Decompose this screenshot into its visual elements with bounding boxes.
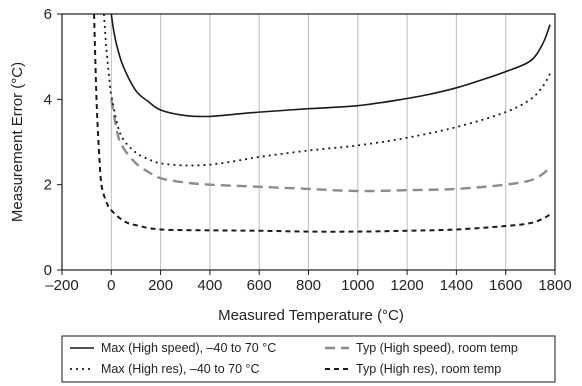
y-tick-label: 0	[44, 262, 52, 279]
y-tick-label: 2	[44, 177, 52, 194]
x-tick-label: 1200	[390, 277, 423, 294]
x-tick-label: –200	[45, 277, 78, 294]
legend-label: Typ (High res), room temp	[356, 362, 501, 376]
series-line-3	[103, 14, 551, 167]
legend-entry: Max (High res), –40 to 70 °C	[70, 362, 260, 376]
y-tick-label: 6	[44, 6, 52, 23]
legend-entry: Max (High speed), –40 to 70 °C	[70, 341, 276, 355]
x-tick-label: 1400	[440, 277, 473, 294]
y-axis-title: Measurement Error (°C)	[9, 62, 26, 222]
series-lines	[93, 14, 551, 233]
x-tick-label: 800	[296, 277, 321, 294]
legend-entry: Typ (High res), room temp	[325, 362, 501, 376]
x-tick-label: 1000	[341, 277, 374, 294]
x-tick-label: 400	[197, 277, 222, 294]
legend-frame	[61, 335, 556, 383]
grid	[110, 14, 507, 270]
series-line-2	[110, 99, 551, 193]
series-line-4	[93, 14, 551, 233]
x-tick-label: 600	[247, 277, 272, 294]
legend: Max (High speed), –40 to 70 °C Typ (High …	[61, 335, 556, 383]
legend-label: Typ (High speed), room temp	[356, 341, 518, 355]
legend-label: Max (High speed), –40 to 70 °C	[101, 341, 276, 355]
x-tick-label: 1800	[538, 277, 571, 294]
x-tick-label: 0	[107, 277, 115, 294]
axis-ticks: –200 0 200 400 600 800 1000 1200 1400 1600 1800024…	[44, 6, 572, 294]
series-line-1	[110, 14, 551, 118]
legend-label: Max (High res), –40 to 70 °C	[101, 362, 260, 376]
x-tick-label: 200	[148, 277, 173, 294]
x-tick-label: 1600	[489, 277, 522, 294]
legend-entry: Typ (High speed), room temp	[325, 341, 518, 355]
y-tick-label: 4	[44, 91, 52, 108]
x-axis-title: Measured Temperature (°C)	[218, 307, 404, 324]
